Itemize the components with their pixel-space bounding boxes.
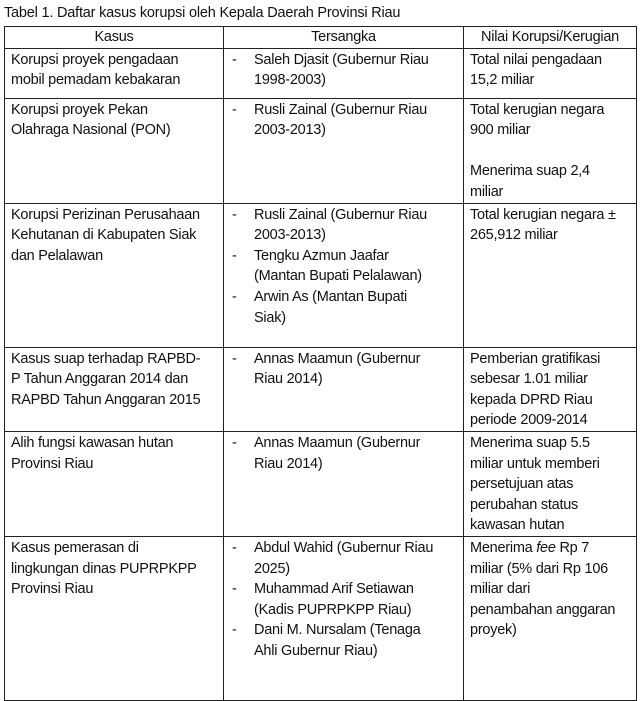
bullet-dash: - <box>232 434 237 451</box>
header-nilai: Nilai Korupsi/Kerugian <box>463 26 637 49</box>
cell-kasus: Korupsi Perizinan Perusahaan Kehutanan d… <box>4 202 224 348</box>
suspect-name: Annas Maamun (Gubernur Riau 2014) <box>254 434 421 472</box>
cell-kasus: Kasus suap terhadap RAPBD- P Tahun Angga… <box>4 346 224 432</box>
value-text: Menerima <box>470 539 537 556</box>
suspect-item: - Dani M. Nursalam (Tenaga Ahli Gubernur … <box>230 620 457 661</box>
table-row: Kasus suap terhadap RAPBD- P Tahun Angga… <box>4 346 637 432</box>
suspect-item: - Arwin As (Mantan Bupati Siak) <box>230 287 457 328</box>
bullet-dash: - <box>232 247 237 264</box>
bullet-dash: - <box>232 288 237 305</box>
suspect-list: - Annas Maamun (Gubernur Riau 2014) <box>230 433 457 474</box>
suspect-list: - Saleh Djasit (Gubernur Riau 1998-2003) <box>230 50 457 91</box>
header-kasus: Kasus <box>4 26 224 49</box>
cell-nilai: Total kerugian negara 900 miliar Menerim… <box>463 97 637 204</box>
header-tersangka: Tersangka <box>223 26 464 49</box>
cell-tersangka: - Saleh Djasit (Gubernur Riau 1998-2003) <box>223 47 464 99</box>
suspect-item: - Abdul Wahid (Gubernur Riau 2025) <box>230 538 457 579</box>
cell-kasus: Alih fungsi kawasan hutan Provinsi Riau <box>4 430 224 537</box>
cell-kasus: Korupsi proyek pengadaan mobil pemadam k… <box>4 47 224 99</box>
table-row: Korupsi proyek pengadaan mobil pemadam k… <box>4 47 637 99</box>
bullet-dash: - <box>232 101 237 118</box>
suspect-name: Dani M. Nursalam (Tenaga Ahli Gubernur R… <box>254 622 421 659</box>
suspect-item: - Annas Maamun (Gubernur Riau 2014) <box>230 349 457 390</box>
suspect-name: Abdul Wahid (Gubernur Riau 2025) <box>254 539 434 577</box>
suspect-item: - Annas Maamun (Gubernur Riau 2014) <box>230 433 457 474</box>
suspect-name: Muhammad Arif Setiawan (Kadis PUPRPKPP R… <box>254 581 414 618</box>
cell-tersangka: - Abdul Wahid (Gubernur Riau 2025) - Muhamm… <box>223 535 464 701</box>
cell-tersangka: - Rusli Zainal (Gubernur Riau 2003-2013) <box>223 97 464 204</box>
cell-nilai: Menerima fee Rp 7 miliar (5% dari Rp 106… <box>463 535 637 701</box>
cell-kasus: Kasus pemerasan di lingkungan dinas PUPR… <box>4 535 224 701</box>
suspect-list: - Annas Maamun (Gubernur Riau 2014) <box>230 349 457 390</box>
value-text: Total kerugian negara 900 miliar Menerim… <box>470 101 605 200</box>
bullet-dash: - <box>232 206 237 223</box>
suspect-item: - Saleh Djasit (Gubernur Riau 1998-2003) <box>230 50 457 91</box>
cell-tersangka: - Annas Maamun (Gubernur Riau 2014) <box>223 430 464 537</box>
suspect-list: - Abdul Wahid (Gubernur Riau 2025) - Muhamm… <box>230 538 457 662</box>
italic-term: fee <box>536 539 556 556</box>
value-text: Menerima suap 5.5 miliar untuk memberi p… <box>470 434 600 534</box>
suspect-list: - Rusli Zainal (Gubernur Riau 2003-2013) -… <box>230 205 457 329</box>
cell-nilai: Total kerugian negara ± 265,912 miliar <box>463 202 637 348</box>
bullet-dash: - <box>232 350 237 367</box>
suspect-list: - Rusli Zainal (Gubernur Riau 2003-2013) <box>230 100 457 141</box>
table-row: Kasus pemerasan di lingkungan dinas PUPR… <box>4 535 637 701</box>
table-header-row: Kasus Tersangka Nilai Korupsi/Kerugian <box>4 26 637 49</box>
cell-nilai: Total nilai pengadaan 15,2 miliar <box>463 47 637 99</box>
corruption-cases-table: Kasus Tersangka Nilai Korupsi/Kerugian K… <box>4 26 637 701</box>
bullet-dash: - <box>232 539 237 556</box>
suspect-item: - Tengku Azmun Jaafar (Mantan Bupati Pela… <box>230 246 457 287</box>
suspect-item: - Rusli Zainal (Gubernur Riau 2003-2013) <box>230 100 457 141</box>
table-row: Korupsi proyek Pekan Olahraga Nasional (… <box>4 97 637 204</box>
bullet-dash: - <box>232 51 237 68</box>
cell-kasus: Korupsi proyek Pekan Olahraga Nasional (… <box>4 97 224 204</box>
suspect-name: Tengku Azmun Jaafar (Mantan Bupati Pelal… <box>254 247 422 285</box>
cell-nilai: Pemberian gratifikasi sebesar 1.01 milia… <box>463 346 637 432</box>
suspect-name: Annas Maamun (Gubernur Riau 2014) <box>254 350 421 388</box>
value-text: Pemberian gratifikasi sebesar 1.01 milia… <box>470 350 601 429</box>
table-caption: Tabel 1. Daftar kasus korupsi oleh Kepal… <box>4 5 401 21</box>
suspect-item: - Muhammad Arif Setiawan (Kadis PUPRPKPP … <box>230 579 457 620</box>
suspect-name: Saleh Djasit (Gubernur Riau 1998-2003) <box>254 51 429 89</box>
table-row: Alih fungsi kawasan hutan Provinsi Riau -… <box>4 430 637 537</box>
suspect-name: Rusli Zainal (Gubernur Riau 2003-2013) <box>254 101 427 139</box>
value-text: Total nilai pengadaan 15,2 miliar <box>470 51 602 89</box>
bullet-dash: - <box>232 622 237 639</box>
value-text: Rp 7 miliar (5% dari Rp 106 miliar dari … <box>470 539 616 639</box>
suspect-name: Arwin As (Mantan Bupati Siak) <box>254 288 408 326</box>
suspect-item: - Rusli Zainal (Gubernur Riau 2003-2013) <box>230 205 457 246</box>
cell-tersangka: - Annas Maamun (Gubernur Riau 2014) <box>223 346 464 432</box>
cell-tersangka: - Rusli Zainal (Gubernur Riau 2003-2013) -… <box>223 202 464 348</box>
bullet-dash: - <box>232 581 237 598</box>
table-row: Korupsi Perizinan Perusahaan Kehutanan d… <box>4 202 637 348</box>
suspect-name: Rusli Zainal (Gubernur Riau 2003-2013) <box>254 206 427 244</box>
value-text: Total kerugian negara ± 265,912 miliar <box>470 206 616 244</box>
cell-nilai: Menerima suap 5.5 miliar untuk memberi p… <box>463 430 637 537</box>
